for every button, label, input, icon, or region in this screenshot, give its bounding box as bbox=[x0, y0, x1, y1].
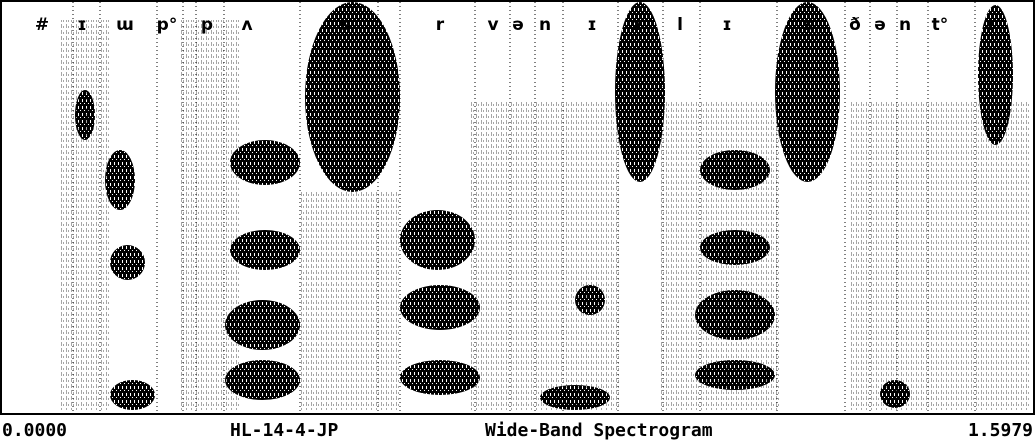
segment-label: p° bbox=[157, 15, 178, 35]
energy-band bbox=[230, 140, 300, 185]
segment-label: r bbox=[436, 15, 445, 35]
noise bbox=[60, 20, 110, 410]
segment-label: n bbox=[539, 15, 551, 35]
spectrogram-energy bbox=[60, 2, 1030, 410]
energy-band bbox=[105, 150, 135, 210]
noise bbox=[180, 20, 240, 410]
segment-label: p bbox=[201, 15, 213, 35]
noise bbox=[300, 190, 400, 410]
segment-label: ɯ bbox=[116, 15, 134, 35]
segment-label: z bbox=[633, 15, 643, 35]
segment-label: s bbox=[340, 15, 350, 35]
energy-band bbox=[225, 300, 300, 350]
energy-band bbox=[615, 2, 665, 182]
segment-label: ɪ bbox=[722, 15, 731, 35]
energy-band bbox=[305, 2, 400, 192]
view-name: Wide-Band Spectrogram bbox=[485, 420, 713, 441]
energy-band bbox=[230, 230, 300, 270]
segment-label: n bbox=[899, 15, 911, 35]
segment-labels: # ɪ ɯ p° p ʌ s r v ə n ɪ z l ɪ s ð ə n t° ɪ bbox=[35, 15, 995, 35]
energy-band bbox=[400, 210, 475, 270]
segment-label: v bbox=[487, 15, 498, 35]
energy-band bbox=[400, 360, 480, 395]
segment-label: ʌ bbox=[241, 15, 252, 35]
segment-label: ɪ bbox=[587, 15, 596, 35]
segment-label: ð bbox=[849, 15, 861, 35]
segment-boundaries bbox=[72, 2, 976, 413]
noise bbox=[660, 100, 780, 410]
segment-label: ɪ bbox=[77, 15, 86, 35]
noise bbox=[850, 100, 1030, 410]
energy-band bbox=[400, 285, 480, 330]
energy-band bbox=[775, 2, 840, 182]
file-name: HL-14-4-JP bbox=[230, 420, 339, 441]
segment-label: # bbox=[35, 15, 49, 35]
segment-label: ə bbox=[512, 15, 524, 35]
start-time: 0.0000 bbox=[2, 420, 67, 441]
end-time: 1.5979 bbox=[968, 420, 1033, 441]
energy-band bbox=[110, 245, 145, 280]
segment-label: ə bbox=[874, 15, 886, 35]
segment-label: s bbox=[803, 15, 813, 35]
segment-label: t° bbox=[932, 15, 949, 35]
segment-label: ɪ bbox=[985, 15, 994, 35]
segment-label: l bbox=[677, 15, 683, 35]
energy-band bbox=[110, 380, 155, 410]
noise bbox=[470, 100, 620, 410]
energy-band bbox=[225, 360, 300, 400]
